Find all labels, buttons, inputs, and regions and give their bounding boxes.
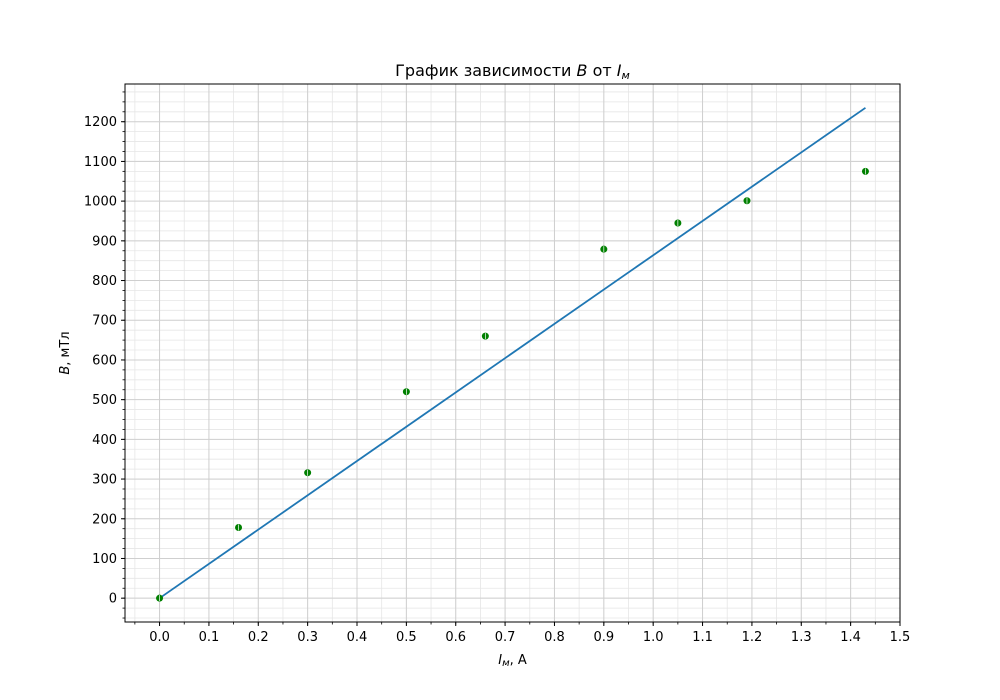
y-tick-label: 100 [92, 552, 117, 567]
y-tick-label: 800 [92, 274, 117, 289]
x-tick-label: 1.2 [742, 630, 763, 645]
x-tick-label: 0.2 [248, 630, 269, 645]
x-tick-label: 0.0 [149, 630, 170, 645]
x-tick-label: 1.0 [643, 630, 664, 645]
x-tick-label: 1.4 [840, 630, 861, 645]
x-tick-label: 0.8 [544, 630, 565, 645]
x-tick-label: 1.1 [692, 630, 713, 645]
y-tick-label: 700 [92, 314, 117, 329]
x-tick-label: 0.1 [199, 630, 220, 645]
y-tick-label: 1200 [84, 115, 117, 130]
x-tick-label: 0.6 [445, 630, 466, 645]
y-tick-label: 1000 [84, 195, 117, 210]
y-axis-label: B, мТл [58, 331, 73, 374]
x-tick-label: 0.7 [495, 630, 516, 645]
y-tick-label: 600 [92, 353, 117, 368]
x-axis-label: Iм, А [498, 653, 527, 669]
y-tick-label: 200 [92, 512, 117, 527]
x-axis-ticks: 0.0 0.1 0.2 0.3 0.4 0.5 0.6 0.7 0.8 0.9 1.0 1.1 1.2 1… [134, 622, 911, 645]
y-tick-label: 0 [109, 592, 117, 607]
x-tick-label: 0.9 [593, 630, 614, 645]
y-tick-label: 900 [92, 234, 117, 249]
x-tick-label: 0.3 [297, 630, 318, 645]
x-tick-label: 1.5 [890, 630, 911, 645]
x-tick-label: 0.4 [347, 630, 368, 645]
fit-line [159, 107, 866, 599]
fit-line-series [159, 107, 866, 599]
y-tick-label: 300 [92, 473, 117, 488]
chart-title: График зависимости B от Iм [395, 61, 630, 82]
y-tick-label: 500 [92, 393, 117, 408]
x-tick-label: 1.3 [791, 630, 812, 645]
y-tick-label: 400 [92, 433, 117, 448]
measurement-points-series [156, 167, 869, 602]
y-tick-label: 1100 [84, 155, 117, 170]
x-tick-label: 0.5 [396, 630, 417, 645]
y-axis-ticks: 0 100 200 300 400 500 600 700 800 900 1000 1100 1200 [84, 91, 125, 619]
plot-area-frame [124, 83, 901, 623]
